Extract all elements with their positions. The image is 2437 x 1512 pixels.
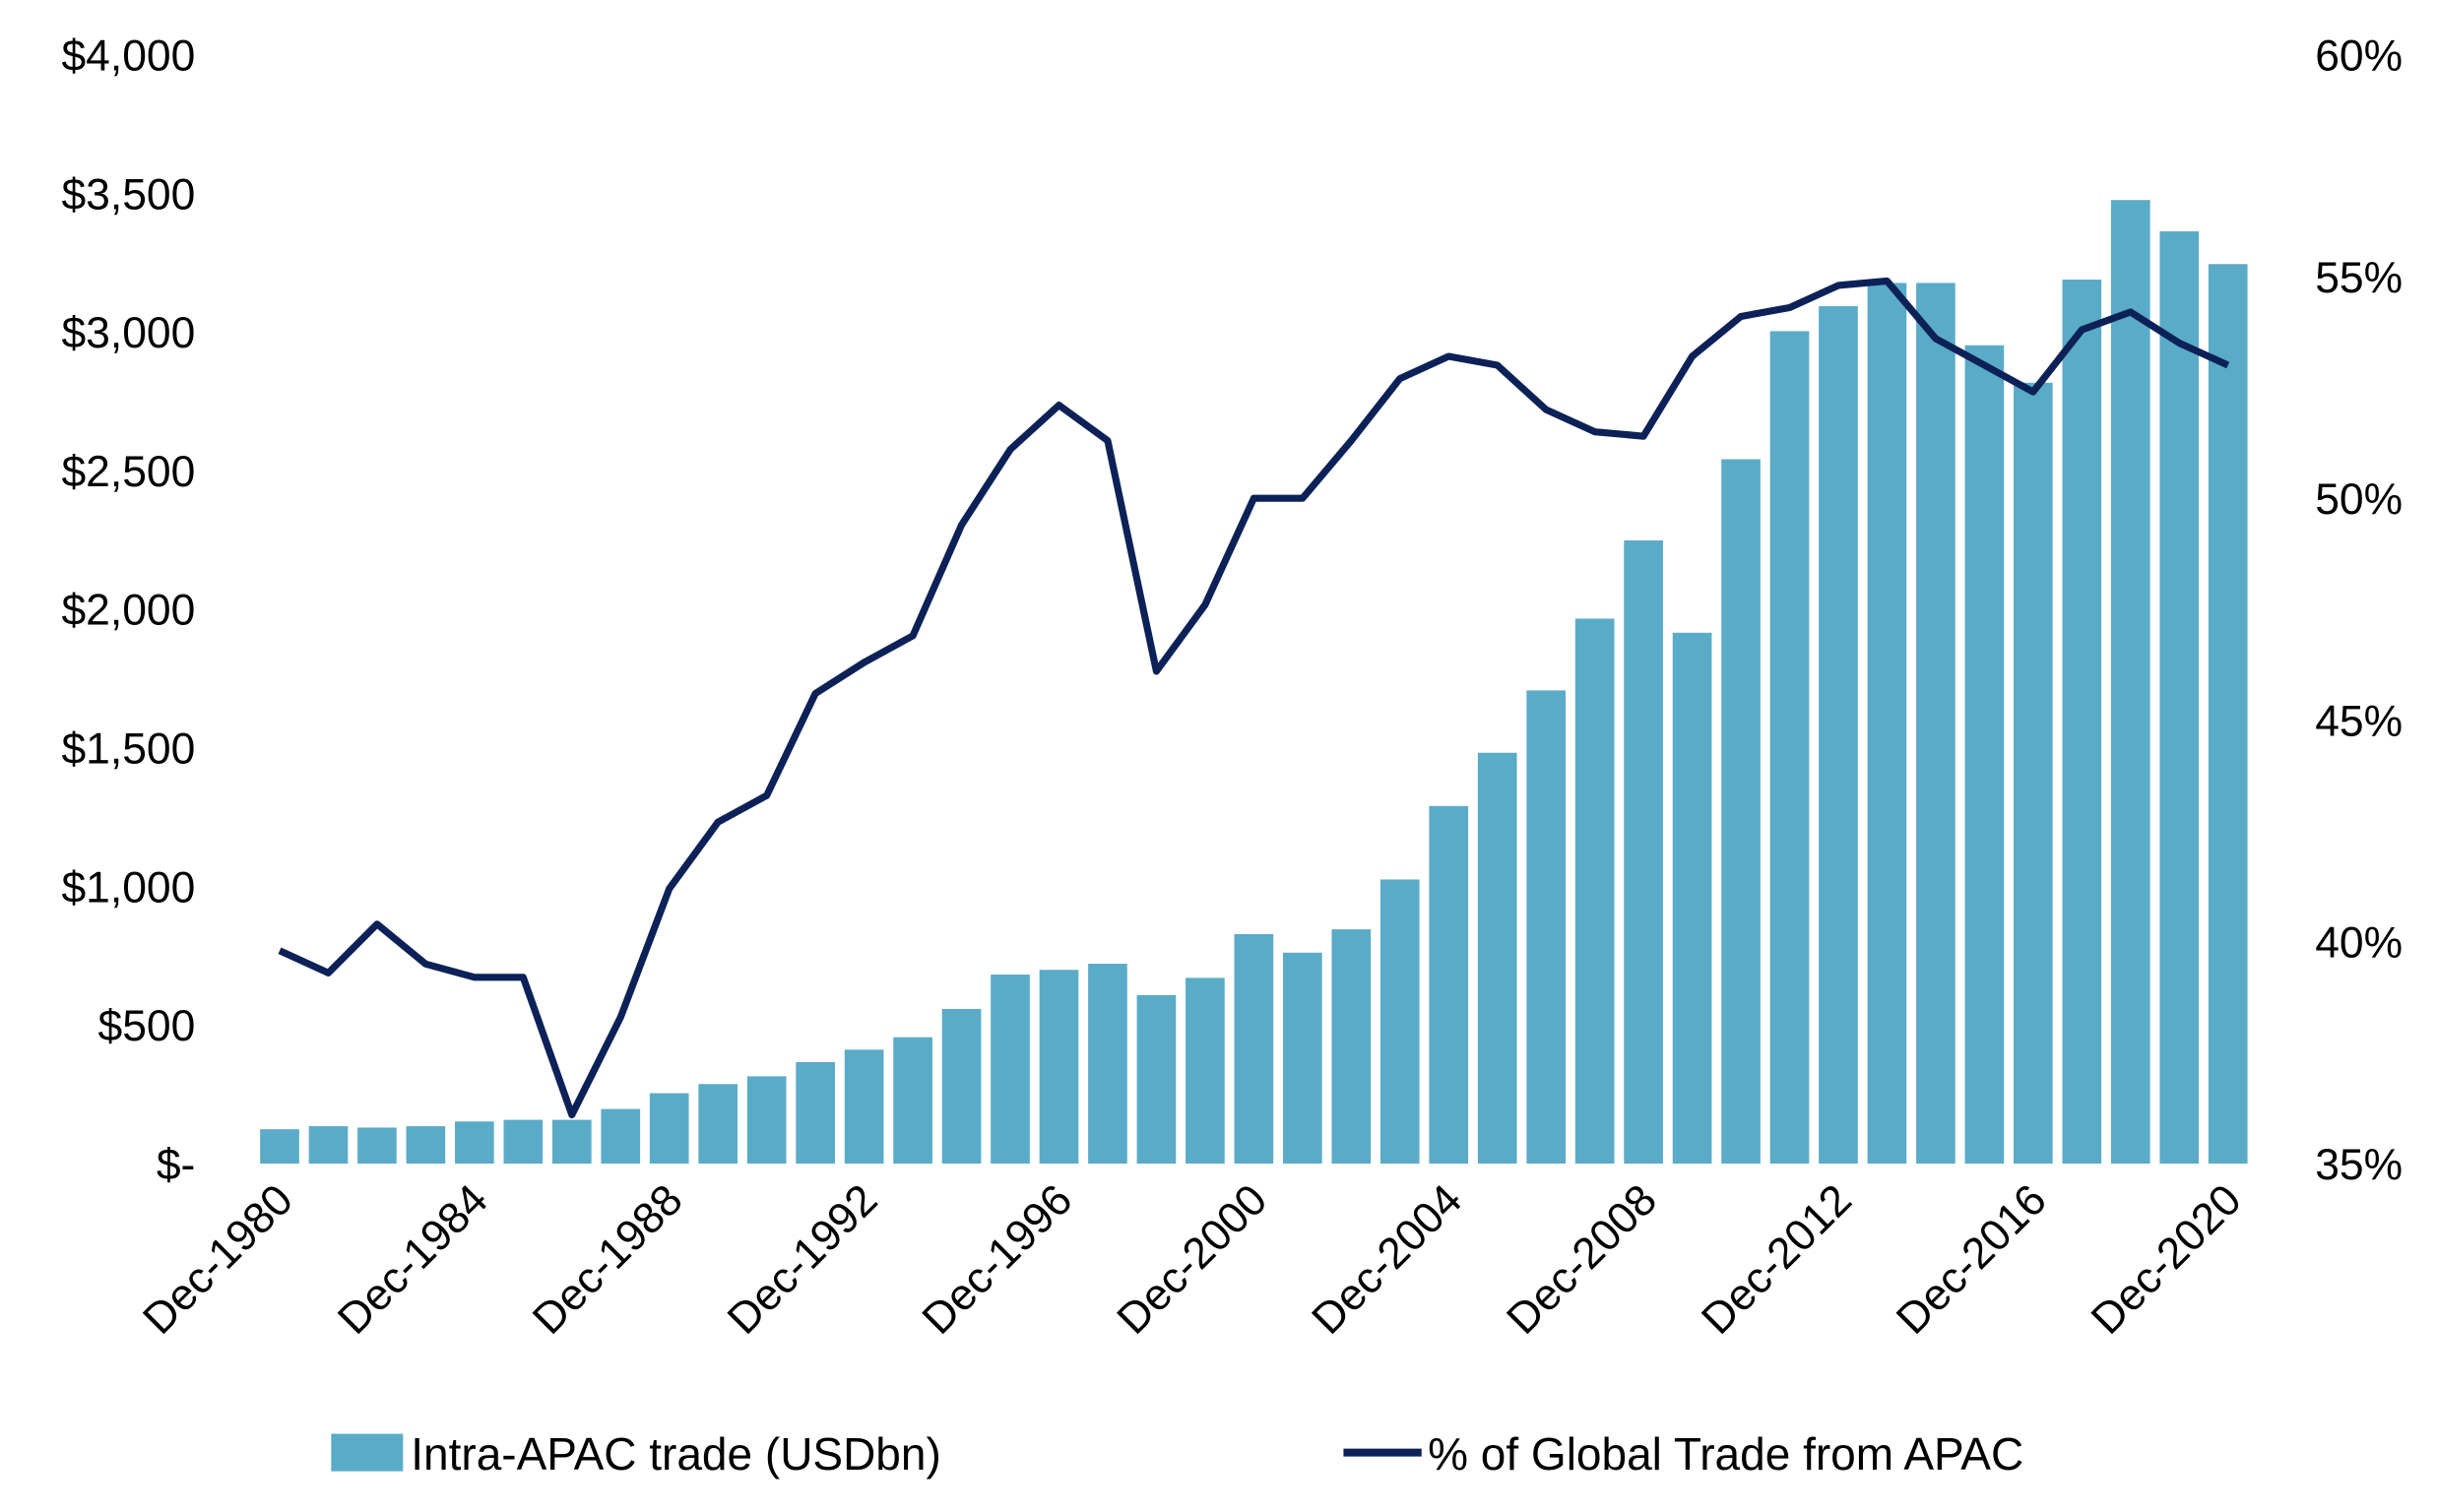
x-tick-label: Dec-1984 [329, 1175, 497, 1344]
y-left-tick-label: $3,500 [61, 170, 195, 219]
x-tick-label: Dec-2008 [1498, 1175, 1666, 1344]
bar-Dec-1995 [991, 975, 1030, 1165]
y-axis-left: $- $500 $1,000 $1,500 $2,000 $2,500 $3,000 $3,5… [61, 32, 195, 1189]
y-right-tick-label: 50% [2315, 475, 2403, 524]
x-tick-label: Dec-2012 [1693, 1175, 1861, 1344]
x-tick-label: Dec-1996 [914, 1175, 1082, 1344]
bar-Dec-1981 [308, 1126, 349, 1165]
bar-Dec-2001 [1282, 952, 1322, 1165]
x-tick-label: Dec-2000 [1108, 1175, 1276, 1344]
y-right-tick-label: 45% [2315, 697, 2403, 745]
bar-Dec-1999 [1186, 977, 1225, 1165]
y-left-tick-label: $- [157, 1141, 195, 1189]
y-left-tick-label: $2,500 [61, 448, 195, 496]
bar-Dec-1987 [601, 1108, 641, 1165]
y-right-tick-label: 60% [2315, 32, 2403, 81]
bar-Dec-2017 [2062, 280, 2102, 1165]
bar-Dec-2019 [2159, 231, 2200, 1165]
bar-Dec-2008 [1624, 540, 1663, 1165]
bar-Dec-1994 [941, 1008, 982, 1165]
bar-Dec-2018 [2110, 200, 2150, 1165]
bar-Dec-1984 [455, 1121, 494, 1165]
bar-Dec-1983 [406, 1126, 446, 1165]
x-tick-label: Dec-2004 [1303, 1175, 1471, 1344]
bar-Dec-2000 [1234, 933, 1274, 1165]
bar-Dec-1993 [893, 1037, 932, 1165]
legend: Intra-APAC trade (USDbn) % of Global Tra… [331, 1428, 2023, 1480]
y-left-tick-label: $4,000 [61, 32, 195, 81]
y-left-tick-label: $3,000 [61, 309, 195, 357]
bar-Dec-1988 [649, 1093, 689, 1165]
bar-Dec-2003 [1379, 879, 1420, 1165]
bar-Dec-2012 [1819, 306, 1858, 1165]
bar-Dec-2007 [1574, 618, 1615, 1165]
bar-Dec-2011 [1769, 331, 1810, 1165]
bar-Dec-2015 [1964, 345, 2005, 1165]
bar-Dec-1986 [551, 1119, 592, 1165]
x-tick-label: Dec-1988 [524, 1175, 692, 1344]
bar-Dec-2013 [1867, 283, 1907, 1165]
y-left-tick-label: $2,000 [61, 587, 195, 635]
line-series-global-share [278, 277, 2230, 1119]
y-right-tick-label: 40% [2315, 919, 2403, 968]
bar-Dec-2009 [1672, 632, 1712, 1165]
bar-Dec-2006 [1526, 690, 1566, 1165]
bar-Dec-2016 [2014, 382, 2053, 1165]
x-tick-label: Dec-2020 [2083, 1175, 2251, 1344]
bar-Dec-2005 [1477, 752, 1517, 1165]
y-right-tick-label: 35% [2315, 1141, 2403, 1189]
bar-Dec-1989 [698, 1084, 738, 1165]
bar-Dec-2014 [1916, 283, 1956, 1165]
bar-Dec-1985 [503, 1119, 544, 1165]
bar-Dec-2004 [1429, 805, 1469, 1165]
y-right-tick-label: 55% [2315, 254, 2403, 302]
y-left-tick-label: $1,500 [61, 725, 195, 774]
bar-Dec-1980 [260, 1129, 299, 1165]
y-left-tick-label: $500 [98, 1002, 196, 1050]
bar-Dec-1990 [746, 1076, 787, 1165]
y-left-tick-label: $1,000 [61, 863, 195, 912]
legend-bar-swatch [331, 1433, 404, 1472]
bar-Dec-2002 [1331, 929, 1372, 1165]
y-axis-right: 35% 40% 45% 50% 55% 60% [2315, 32, 2403, 1189]
bar-Dec-1996 [1039, 970, 1079, 1165]
bar-Dec-2020 [2208, 264, 2248, 1165]
bar-Dec-1997 [1088, 964, 1127, 1165]
bar-Dec-1992 [844, 1049, 884, 1165]
x-tick-label: Dec-2016 [1888, 1175, 2056, 1344]
bar-Dec-2010 [1721, 459, 1761, 1165]
bar-Dec-1991 [796, 1062, 835, 1165]
legend-line-label: % of Global Trade from APAC [1428, 1428, 2023, 1480]
x-tick-label: Dec-1992 [719, 1175, 887, 1344]
bar-Dec-1998 [1136, 994, 1177, 1165]
x-axis: Dec-1980 Dec-1984 Dec-1988 Dec-1992 Dec-1996… [134, 1175, 2251, 1344]
bar-Dec-1982 [357, 1127, 397, 1165]
legend-bar-label: Intra-APAC trade (USDbn) [411, 1428, 941, 1480]
bar-series [260, 200, 2248, 1165]
x-tick-label: Dec-1980 [134, 1175, 302, 1344]
